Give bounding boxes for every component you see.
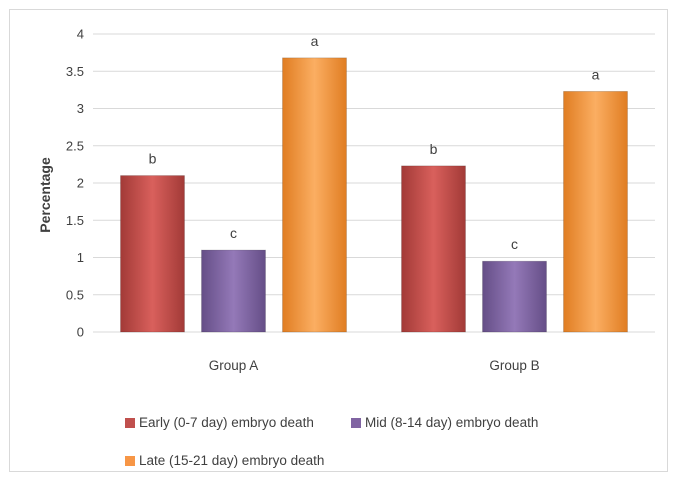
legend-item-mid: Mid (8-14 day) embryo death xyxy=(351,415,538,430)
legend-label-late: Late (15-21 day) embryo death xyxy=(139,453,325,468)
bars xyxy=(120,57,628,333)
data-label: a xyxy=(311,33,319,49)
x-tick-label: Group B xyxy=(489,358,539,373)
bar-group-a-series-2 xyxy=(282,57,347,333)
y-tick-label: 1.5 xyxy=(66,213,84,228)
data-label: c xyxy=(230,225,237,241)
data-label: c xyxy=(511,236,518,252)
legend-swatch-early xyxy=(125,417,135,428)
y-axis-ticks: 0 0.5 1 1.5 2 2.5 3 3.5 4 xyxy=(66,27,84,340)
legend-swatch-mid xyxy=(351,417,361,428)
x-tick-label: Group A xyxy=(209,358,259,373)
bar-group-a-series-1 xyxy=(201,249,266,333)
bar-group-b-series-2 xyxy=(563,90,628,333)
y-tick-label: 4 xyxy=(77,27,84,42)
legend-item-early: Early (0-7 day) embryo death xyxy=(125,415,314,430)
y-tick-label: 3.5 xyxy=(66,64,84,79)
legend-swatch-late xyxy=(125,455,135,466)
bar-group-b-series-0 xyxy=(401,165,466,333)
data-label: b xyxy=(430,141,438,157)
y-tick-label: 2.5 xyxy=(66,138,84,153)
x-axis-ticks: Group A Group B xyxy=(209,358,540,373)
bar-labels: b c a b c a xyxy=(149,33,600,252)
y-tick-label: 1 xyxy=(77,250,84,265)
y-tick-label: 0.5 xyxy=(66,287,84,302)
data-label: b xyxy=(149,151,157,167)
y-tick-label: 2 xyxy=(77,176,84,191)
legend-item-late: Late (15-21 day) embryo death xyxy=(125,453,324,468)
y-tick-label: 3 xyxy=(77,101,84,116)
y-tick-label: 0 xyxy=(77,325,84,340)
legend-label-mid: Mid (8-14 day) embryo death xyxy=(365,415,539,430)
gridlines xyxy=(93,33,655,333)
y-axis-label: Percentage xyxy=(37,157,53,233)
data-label: a xyxy=(592,66,600,82)
bar-group-b-series-1 xyxy=(482,260,547,333)
legend-label-early: Early (0-7 day) embryo death xyxy=(139,415,314,430)
bar-group-a-series-0 xyxy=(120,175,185,333)
